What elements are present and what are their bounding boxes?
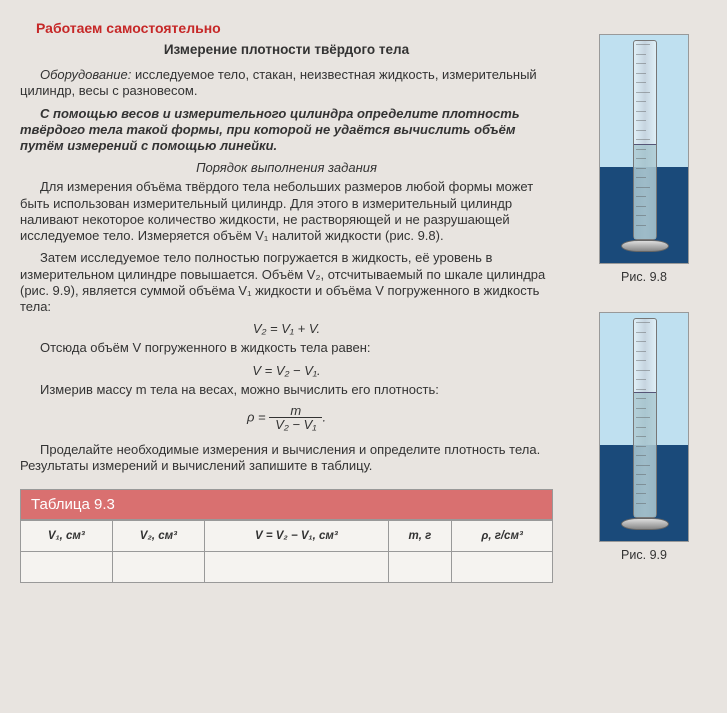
figure-9-8: Рис. 9.8 xyxy=(599,34,689,284)
procedure-heading: Порядок выполнения задания xyxy=(20,160,553,175)
heading-main: Работаем самостоятельно xyxy=(36,20,553,36)
table-cell[interactable] xyxy=(112,551,204,582)
table-row xyxy=(21,551,553,582)
table-cell[interactable] xyxy=(205,551,389,582)
cylinder-icon xyxy=(599,34,689,264)
task-statement: С помощью весов и измерительного цилиндр… xyxy=(20,106,553,155)
figure-caption: Рис. 9.8 xyxy=(621,270,667,284)
formula-density-num: m xyxy=(269,404,322,419)
text-column: Работаем самостоятельно Измерение плотно… xyxy=(8,8,557,591)
formula-density-den: V₂ − V₁ xyxy=(269,418,322,432)
table-title: Таблица 9.3 xyxy=(20,489,553,520)
table-cell[interactable] xyxy=(21,551,113,582)
cylinder-icon xyxy=(599,312,689,542)
table-block: Таблица 9.3 V₁, см³ V₂, см³ V = V₂ − V₁,… xyxy=(20,489,553,583)
formula-volume: V = V₂ − V₁. xyxy=(20,363,553,378)
equipment-line: Оборудование: исследуемое тело, стакан, … xyxy=(20,67,553,100)
paragraph-5: Проделайте необходимые измерения и вычис… xyxy=(20,442,553,475)
data-table: V₁, см³ V₂, см³ V = V₂ − V₁, см³ m, г ρ,… xyxy=(20,520,553,583)
figure-column: Рис. 9.8 Рис. 9.9 xyxy=(569,8,719,591)
table-header: ρ, г/см³ xyxy=(452,520,553,551)
formula-density-fraction: m V₂ − V₁ xyxy=(269,404,322,432)
paragraph-4: Измерив массу m тела на весах, можно выч… xyxy=(20,382,553,398)
formula-density: ρ = m V₂ − V₁ . xyxy=(20,404,553,432)
page: Работаем самостоятельно Измерение плотно… xyxy=(8,8,719,591)
figure-9-9: Рис. 9.9 xyxy=(599,312,689,562)
table-header: V₁, см³ xyxy=(21,520,113,551)
formula-sum: V₂ = V₁ + V. xyxy=(20,321,553,336)
heading-sub: Измерение плотности твёрдого тела xyxy=(20,42,553,57)
table-cell[interactable] xyxy=(452,551,553,582)
equipment-label: Оборудование: xyxy=(40,67,131,82)
paragraph-3: Отсюда объём V погруженного в жидкость т… xyxy=(20,340,553,356)
table-header-row: V₁, см³ V₂, см³ V = V₂ − V₁, см³ m, г ρ,… xyxy=(21,520,553,551)
table-header: m, г xyxy=(388,520,452,551)
table-cell[interactable] xyxy=(388,551,452,582)
formula-density-tail: . xyxy=(322,409,326,424)
paragraph-1: Для измерения объёма твёрдого тела небол… xyxy=(20,179,553,244)
paragraph-2: Затем исследуемое тело полностью погружа… xyxy=(20,250,553,315)
table-header: V₂, см³ xyxy=(112,520,204,551)
figure-caption: Рис. 9.9 xyxy=(621,548,667,562)
table-header: V = V₂ − V₁, см³ xyxy=(205,520,389,551)
formula-density-lhs: ρ = xyxy=(247,409,266,424)
